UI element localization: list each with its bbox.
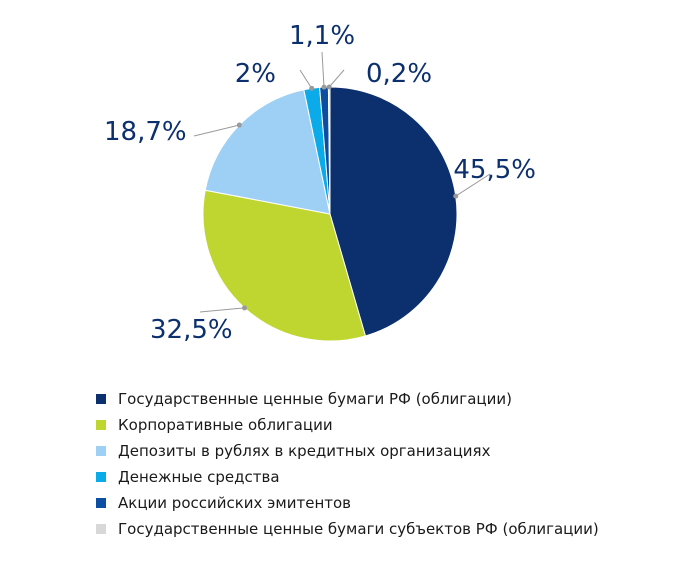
leader-dot: [242, 305, 248, 311]
leader-dot: [236, 122, 242, 128]
legend-swatch: [96, 446, 106, 456]
data-label: 45,5%: [453, 155, 536, 185]
legend-swatch: [96, 472, 106, 482]
legend-label: Корпоративные облигации: [118, 416, 333, 434]
leader-line: [299, 69, 313, 89]
legend: Государственные ценные бумаги РФ (облига…: [96, 386, 599, 542]
legend-swatch: [96, 420, 106, 430]
leader-line: [321, 51, 325, 88]
data-label: 1,1%: [289, 21, 355, 51]
legend-swatch: [96, 524, 106, 534]
data-label: 2%: [235, 59, 276, 89]
legend-item: Денежные средства: [96, 464, 599, 490]
data-label: 32,5%: [150, 315, 233, 345]
legend-item: Государственные ценные бумаги субъектов …: [96, 516, 599, 542]
leader-line: [193, 124, 240, 137]
leader-line: [328, 69, 345, 88]
leader-dot: [321, 84, 327, 90]
data-label: 0,2%: [366, 59, 432, 89]
legend-item: Акции российских эмитентов: [96, 490, 599, 516]
legend-label: Депозиты в рублях в кредитных организаци…: [118, 442, 491, 460]
legend-item: Государственные ценные бумаги РФ (облига…: [96, 386, 599, 412]
legend-label: Государственные ценные бумаги РФ (облига…: [118, 390, 512, 408]
pie-chart: 45,5% 32,5% 18,7% 2% 1,1% 0,2%: [104, 21, 536, 345]
legend-swatch: [96, 498, 106, 508]
leader-line: [199, 307, 245, 313]
legend-label: Акции российских эмитентов: [118, 494, 352, 512]
leader-line: [455, 173, 491, 197]
leader-dot: [453, 193, 459, 199]
leader-dot: [326, 84, 332, 90]
legend-item: Корпоративные облигации: [96, 412, 599, 438]
legend-label: Государственные ценные бумаги субъектов …: [118, 520, 599, 538]
data-label: 18,7%: [104, 117, 187, 147]
legend-item: Депозиты в рублях в кредитных организаци…: [96, 438, 599, 464]
legend-swatch: [96, 394, 106, 404]
legend-label: Денежные средства: [118, 468, 280, 486]
leader-dot: [309, 85, 315, 91]
